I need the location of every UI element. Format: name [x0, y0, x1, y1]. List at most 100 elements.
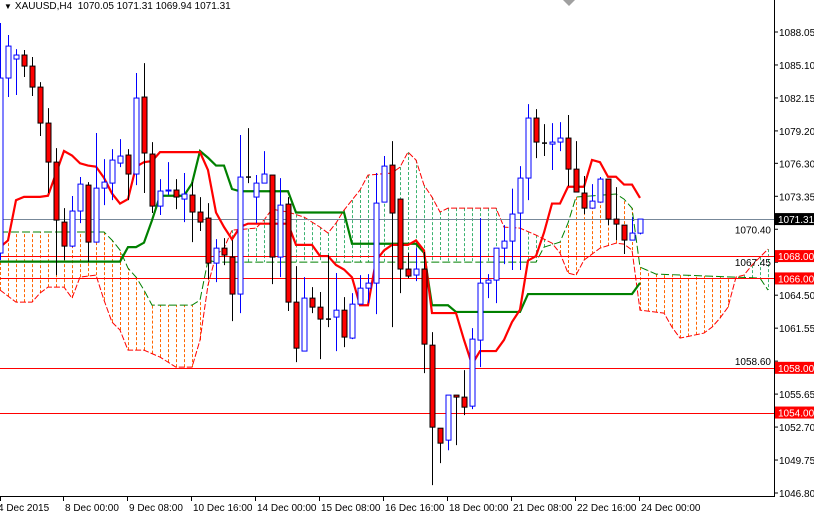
candle-bullish — [157, 179, 164, 216]
candle-body — [469, 338, 476, 407]
candle-body — [597, 178, 604, 203]
candle-body — [517, 177, 524, 214]
price-tick-label: 1049.75 — [779, 456, 814, 467]
price-tick-label: 1079.20 — [779, 127, 814, 138]
candle-body — [509, 213, 516, 242]
candle-body — [277, 204, 284, 258]
candle-body — [285, 203, 292, 303]
kijun-sen-line — [0, 149, 641, 314]
candle-bearish — [437, 427, 444, 464]
candle-body — [213, 247, 220, 264]
level-price-label: 1058.00 — [778, 364, 814, 375]
chart-title: ▼ XAUUSD,H4 1070.05 1071.31 1069.94 1071.… — [4, 1, 231, 12]
candle-body — [317, 306, 324, 320]
candle-body — [453, 394, 460, 398]
candle-body — [613, 218, 620, 225]
candle-bullish — [485, 274, 492, 299]
close-value: 1071.31 — [194, 1, 231, 12]
candle-body — [37, 86, 44, 124]
price-tick-label: 1073.35 — [779, 192, 814, 203]
candle-bullish — [277, 178, 284, 278]
candle-body — [173, 189, 180, 198]
candle-bullish — [93, 133, 100, 243]
candle-bearish — [221, 238, 228, 266]
candle-bullish — [253, 175, 260, 224]
chart-shift-marker[interactable] — [563, 0, 575, 6]
candle-bullish — [333, 273, 340, 352]
candle-bearish — [565, 115, 572, 187]
candle-bearish — [173, 179, 180, 210]
candle-bullish — [501, 225, 508, 265]
candle-bullish — [381, 156, 388, 203]
candle-body — [53, 161, 60, 221]
candle-body — [349, 303, 356, 339]
candle-bullish — [509, 188, 516, 271]
candle-bearish — [21, 49, 28, 78]
candle-body — [525, 117, 532, 179]
candle-body — [461, 396, 468, 408]
candle-bearish — [405, 253, 412, 279]
price-labels: 1068.00 1066.00 1058.00 1054.00 1071.31 — [775, 213, 814, 420]
candle-bullish — [237, 135, 244, 314]
candle-body — [493, 247, 500, 281]
price-tick-label: 1088.05 — [779, 28, 814, 39]
candle-body — [253, 182, 260, 198]
time-tick-label: 18 Dec 00:00 — [449, 503, 509, 514]
time-tick-label: 22 Dec 16:00 — [577, 503, 637, 514]
time-tick-label: 4 Dec 2015 — [0, 503, 50, 514]
current-price-label-bg — [775, 213, 814, 226]
candle-bearish — [573, 141, 580, 193]
candle-body — [261, 173, 268, 184]
candle-body — [429, 344, 436, 428]
candle-bullish — [133, 73, 140, 186]
candle-doji — [326, 255, 331, 328]
candle-body — [421, 268, 428, 345]
candle-bullish — [477, 218, 484, 368]
candle-doji — [246, 128, 251, 184]
candle-bearish — [125, 149, 132, 201]
candle-bullish — [109, 149, 116, 201]
candle-bullish — [493, 247, 500, 304]
triangle-down-icon[interactable]: ▼ — [4, 2, 12, 11]
candle-body — [405, 268, 412, 277]
candle-bullish — [637, 218, 644, 235]
candle-body — [141, 96, 148, 154]
candle-body — [397, 198, 404, 270]
candle-body — [637, 218, 644, 234]
candle-bearish — [229, 240, 236, 322]
time-axis: 4 Dec 2015 8 Dec 00:00 9 Dec 08:00 10 Dec 1… — [0, 496, 701, 514]
candle-bearish — [269, 174, 276, 285]
candle-body — [205, 217, 212, 264]
candle-bullish — [597, 177, 604, 203]
candle-bearish — [421, 252, 428, 374]
candle-bullish — [117, 139, 124, 168]
time-tick-label: 10 Dec 16:00 — [193, 503, 253, 514]
candle-body — [125, 154, 132, 175]
senkou-span-a-line — [0, 151, 769, 368]
candle-bearish — [85, 182, 92, 263]
candle-body — [581, 192, 588, 209]
candle-body — [5, 45, 12, 79]
candle-bearish — [37, 82, 44, 137]
candle-body — [85, 184, 92, 243]
price-tick-label: 1085.10 — [779, 61, 814, 72]
candle-body — [365, 282, 372, 289]
time-tick-label: 9 Dec 08:00 — [129, 503, 183, 514]
candle-bullish — [165, 162, 172, 196]
candle-body — [237, 176, 244, 295]
candle-bearish — [45, 108, 52, 194]
candle-body — [0, 77, 4, 254]
candle-body — [621, 224, 628, 241]
candle-bearish — [141, 63, 148, 194]
price-tick-label: 1058.60 — [735, 357, 772, 368]
candle-bearish — [205, 203, 212, 280]
horizontal-levels[interactable] — [0, 219, 774, 414]
candle-body — [333, 309, 340, 318]
candle-bullish — [525, 104, 532, 201]
candle-body — [117, 155, 124, 164]
candle-bearish — [317, 292, 324, 360]
candle-bullish — [13, 49, 20, 96]
candle-body — [165, 189, 172, 192]
level-price-label-bg — [775, 250, 814, 263]
